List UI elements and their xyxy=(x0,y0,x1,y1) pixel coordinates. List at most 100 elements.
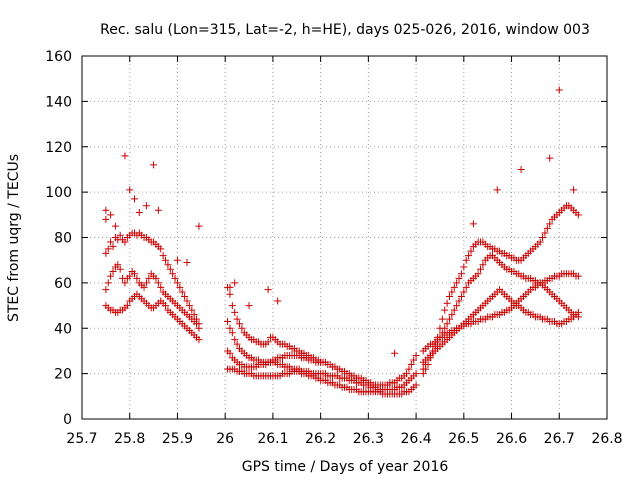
data-point xyxy=(422,365,430,373)
arc-segment-2 xyxy=(224,279,420,398)
data-point xyxy=(467,247,475,255)
data-point xyxy=(546,220,554,228)
data-point xyxy=(446,292,453,300)
data-point xyxy=(195,336,203,344)
data-point xyxy=(493,186,501,194)
data-point xyxy=(104,245,112,253)
data-point xyxy=(159,252,167,260)
data-point xyxy=(264,286,272,294)
data-point xyxy=(448,288,456,296)
data-point xyxy=(403,370,411,378)
data-point xyxy=(455,297,463,305)
data-point xyxy=(543,224,551,232)
data-point xyxy=(183,297,191,305)
data-point xyxy=(457,292,465,300)
arc-segment-3 xyxy=(419,86,582,378)
data-point xyxy=(541,229,549,237)
data-point xyxy=(405,365,413,373)
y-tick-labels: 0 20 40 60 80 100 120 140 160 xyxy=(45,49,72,428)
data-point xyxy=(183,258,191,266)
x-tick-label: 26.4 xyxy=(401,431,432,447)
data-point xyxy=(224,317,232,325)
data-point xyxy=(453,279,461,287)
data-point xyxy=(539,234,547,241)
y-tick-label: 60 xyxy=(54,276,72,292)
data-point xyxy=(450,306,458,314)
data-point xyxy=(116,265,124,273)
data-point xyxy=(479,261,487,269)
y-tick-label: 120 xyxy=(45,140,72,156)
data-point xyxy=(162,302,170,310)
data-point xyxy=(443,299,451,307)
data-point xyxy=(107,238,115,246)
data-point xyxy=(462,256,470,264)
data-point xyxy=(126,272,134,280)
data-point xyxy=(152,274,160,282)
data-point xyxy=(166,265,174,273)
data-point xyxy=(412,351,420,359)
data-point xyxy=(274,297,282,305)
data-point xyxy=(114,261,122,269)
grid-lines xyxy=(82,56,607,419)
data-point xyxy=(424,361,432,369)
data-point xyxy=(436,324,444,332)
y-tick-label: 40 xyxy=(54,321,72,337)
y-tick-label: 80 xyxy=(54,231,72,247)
data-point xyxy=(477,265,485,273)
plot-frame xyxy=(81,55,608,420)
data-point xyxy=(157,283,165,291)
y-tick-label: 140 xyxy=(45,94,72,110)
data-point xyxy=(536,238,544,246)
data-point xyxy=(574,308,582,316)
data-point xyxy=(446,315,453,323)
arc-segment-1 xyxy=(102,152,203,344)
data-point xyxy=(443,320,451,328)
x-tick-label: 25.9 xyxy=(162,431,193,447)
x-tick-label: 25.8 xyxy=(114,431,145,447)
data-point xyxy=(517,165,525,173)
y-axis-label: STEC from uqrg / TECUs xyxy=(6,154,22,322)
data-point xyxy=(412,381,420,389)
data-point xyxy=(154,279,162,287)
data-point xyxy=(231,308,239,316)
chart-title: Rec. salu (Lon=315, Lat=-2, h=HE), days … xyxy=(100,22,590,38)
data-point xyxy=(419,370,427,378)
data-point xyxy=(102,286,110,294)
data-point xyxy=(109,268,117,276)
data-point xyxy=(102,215,110,223)
data-point xyxy=(245,302,253,310)
x-tick-label: 26.5 xyxy=(448,431,479,447)
data-point xyxy=(450,283,458,291)
data-point xyxy=(109,243,117,251)
data-point xyxy=(171,274,179,282)
data-point xyxy=(195,324,203,332)
x-axis-label: GPS time / Days of year 2016 xyxy=(242,459,449,475)
data-point xyxy=(104,279,112,287)
x-tick-label: 26.2 xyxy=(305,431,336,447)
data-point xyxy=(574,211,582,219)
data-point xyxy=(233,315,241,323)
data-point xyxy=(441,306,449,314)
data-point xyxy=(126,186,134,194)
data-point xyxy=(102,249,110,257)
data-point xyxy=(173,256,181,264)
data-point xyxy=(142,202,150,210)
data-point xyxy=(228,302,236,310)
y-tick-label: 160 xyxy=(45,49,72,65)
data-point xyxy=(228,329,236,337)
data-point xyxy=(121,279,129,287)
data-point xyxy=(123,302,131,310)
data-point xyxy=(448,311,456,319)
data-point xyxy=(574,272,582,280)
data-point xyxy=(231,336,239,344)
data-point xyxy=(453,302,461,310)
data-point xyxy=(455,274,463,282)
data-point xyxy=(233,340,241,348)
data-point xyxy=(555,86,563,94)
data-point xyxy=(102,206,110,214)
data-point xyxy=(188,306,196,314)
y-tick-label: 100 xyxy=(45,185,72,201)
data-point xyxy=(391,349,399,357)
data-point xyxy=(236,320,243,328)
